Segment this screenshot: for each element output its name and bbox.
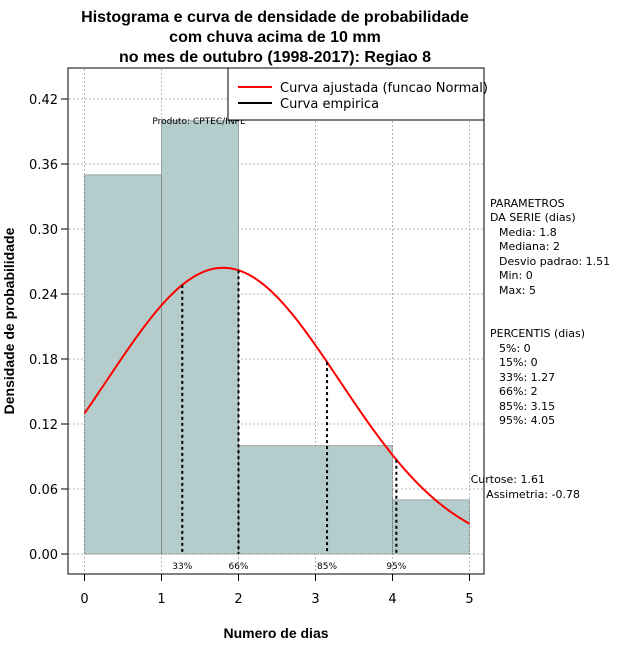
parameter-min: Min: 0: [499, 269, 533, 282]
skewness-value: Assimetria: -0.78: [486, 488, 580, 501]
y-axis-title: Densidade de probabilidade: [1, 227, 17, 414]
x-tick-label-4: 4: [388, 592, 396, 607]
percentiles-heading: PERCENTIS (dias): [490, 327, 585, 340]
parameter-median: Mediana: 2: [499, 240, 560, 253]
parameter-sd: Desvio padrao: 1.51: [499, 255, 610, 268]
parameter-mean: Media: 1.8: [499, 226, 557, 239]
legend: Curva ajustada (funcao Normal) Curva emp…: [227, 67, 488, 121]
percentile-5: 5%: 0: [499, 342, 531, 355]
x-tick-label-2: 2: [234, 592, 242, 607]
histogram-bar-0: [84, 174, 162, 555]
percentile-85: 85%: 3.15: [499, 400, 555, 413]
x-tick-label-3: 3: [311, 592, 319, 607]
percentile-95: 95%: 4.05: [499, 414, 555, 427]
percentile-33: 33%: 1.27: [499, 371, 555, 384]
histogram-bar-2: [238, 445, 393, 555]
percentile-15: 15%: 0: [499, 356, 538, 369]
legend-label-empirical: Curva empirica: [280, 97, 379, 112]
y-tick-label-0: 0.00: [29, 548, 58, 563]
parameters-heading-1: PARAMETROS: [490, 197, 565, 210]
product-label: Produto: CPTEC/INPE: [152, 117, 246, 127]
x-axis-title: Numero de dias: [223, 625, 328, 641]
parameter-max: Max: 5: [499, 284, 536, 297]
normal-curve-layer: [83, 266, 470, 525]
y-tick-label-5: 0.30: [29, 223, 58, 238]
histogram-bars: [84, 120, 470, 555]
shape-stats: Curtose: 1.61 Assimetria: -0.78: [471, 473, 580, 501]
x-axis: 0 1 2 3 4 5: [80, 574, 474, 607]
y-tick-label-2: 0.12: [29, 418, 58, 433]
y-tick-label-4: 0.24: [29, 288, 58, 303]
title-line-2: com chuva acima de 10 mm: [169, 29, 381, 46]
x-tick-label-1: 1: [157, 592, 165, 607]
percentile-marker-label-3: 95%: [386, 562, 406, 572]
percentiles-panel: PERCENTIS (dias) 5%: 0 15%: 0 33%: 1.27 …: [490, 327, 585, 427]
percentile-66: 66%: 2: [499, 385, 538, 398]
legend-label-fitted: Curva ajustada (funcao Normal): [280, 81, 488, 96]
y-tick-label-1: 0.06: [29, 483, 58, 498]
percentile-markers: 33% 66% 85% 95%: [172, 270, 407, 572]
title-line-1: Histograma e curva de densidade de proba…: [81, 9, 469, 26]
histogram-bar-1: [161, 120, 239, 555]
kurtosis-value: Curtose: 1.61: [471, 473, 545, 486]
y-tick-label-6: 0.36: [29, 158, 58, 173]
percentile-marker-label-1: 66%: [228, 562, 248, 572]
y-tick-label-3: 0.18: [29, 353, 58, 368]
x-tick-label-0: 0: [80, 592, 88, 607]
percentile-marker-label-0: 33%: [172, 562, 192, 572]
parameters-panel: PARAMETROS DA SERIE (dias) Media: 1.8 Me…: [490, 197, 610, 297]
y-tick-label-7: 0.42: [29, 93, 58, 108]
y-axis: 0.00 0.06 0.12 0.18 0.24 0.30 0.36 0.42: [29, 93, 68, 563]
normal-curve: [83, 266, 470, 525]
percentile-marker-label-2: 85%: [317, 562, 337, 572]
legend-box: [227, 67, 485, 121]
histogram-bar-3: [392, 499, 470, 555]
parameters-heading-2: DA SERIE (dias): [490, 211, 576, 224]
chart-title: Histograma e curva de densidade de proba…: [81, 9, 469, 66]
title-line-3: no mes de outubro (1998-2017): Regiao 8: [119, 49, 431, 66]
x-tick-label-5: 5: [465, 592, 473, 607]
